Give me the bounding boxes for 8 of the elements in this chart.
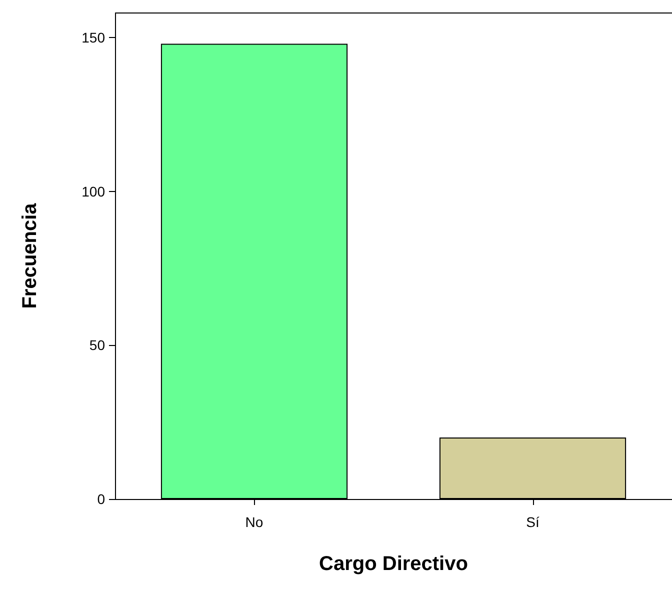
y-tick-label: 150 xyxy=(82,30,106,46)
y-axis-title: Frecuencia xyxy=(19,202,41,309)
y-tick-label: 0 xyxy=(97,491,106,507)
x-tick-label: Sí xyxy=(526,514,540,530)
x-axis-title: Cargo Directivo xyxy=(319,553,468,575)
y-tick-label: 100 xyxy=(82,183,106,200)
x-tick-label: No xyxy=(245,514,264,530)
y-tick-label: 50 xyxy=(89,337,106,354)
